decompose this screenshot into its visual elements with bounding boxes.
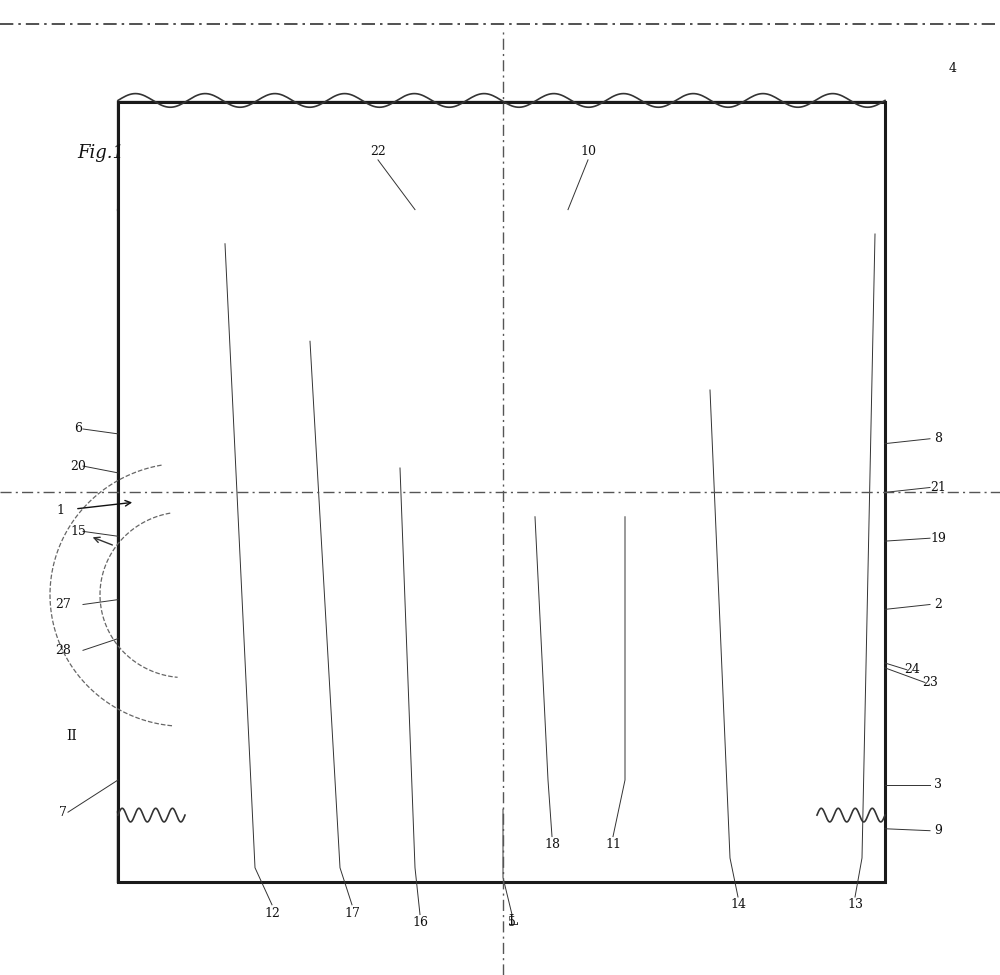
Bar [630,234,772,463]
Text: 6: 6 [74,422,82,436]
Text: 18: 18 [544,838,560,851]
Bar [370,234,388,463]
Bar [615,224,797,234]
Text: II: II [67,729,77,743]
Bar [206,224,388,234]
Bar [759,210,797,231]
Bar [312,210,350,231]
Text: 23: 23 [922,676,938,689]
Bar [118,102,885,882]
Text: L: L [508,915,518,928]
Bar [427,551,580,811]
Bar [118,210,206,812]
Bar [175,817,827,882]
Text: 14: 14 [730,898,746,912]
Bar [380,392,628,551]
Bar [827,812,885,882]
Bar [615,210,653,231]
Bar [228,234,370,463]
Text: 13: 13 [847,898,863,912]
Text: 1: 1 [56,504,64,518]
Text: 27: 27 [55,598,71,611]
Bar [118,102,885,210]
Bar [380,392,628,551]
Bar [797,210,885,812]
Text: 5: 5 [508,916,516,929]
Bar [118,102,885,210]
Bar [772,234,797,463]
Text: 24: 24 [904,663,920,677]
Bar [312,210,350,231]
Bar [615,463,797,492]
Bar [206,234,228,463]
Bar [797,210,885,812]
Bar [615,234,630,463]
Bar [206,463,388,492]
Bar [759,210,797,231]
Text: 20: 20 [70,459,86,473]
Bar [206,224,388,234]
Bar [206,234,228,463]
Text: 22: 22 [370,144,386,158]
Bar [118,812,175,882]
Bar [370,234,388,463]
Bar [118,812,885,882]
Bar [525,810,541,832]
Bar [615,234,630,463]
Bar [118,210,206,812]
Text: 8: 8 [934,432,942,446]
Text: 12: 12 [264,907,280,920]
Text: Fig.1: Fig.1 [77,144,124,162]
Bar [615,463,797,492]
Text: 21: 21 [930,481,946,494]
Bar [206,210,244,231]
Text: 9: 9 [934,824,942,838]
Bar [206,210,797,492]
Bar [118,812,175,882]
Bar [206,463,388,492]
Text: 28: 28 [55,644,71,657]
Bar [206,210,244,231]
Text: 2: 2 [934,598,942,611]
Bar [427,551,580,811]
Text: 15: 15 [70,525,86,538]
Text: 7: 7 [59,805,67,819]
Text: 10: 10 [580,144,596,158]
Text: 19: 19 [930,531,946,545]
Bar [827,812,885,882]
Text: 11: 11 [605,838,621,851]
Text: 4: 4 [949,61,957,75]
Bar [615,210,653,231]
Text: 3: 3 [934,778,942,792]
Text: 16: 16 [412,916,428,929]
Bar [118,812,885,882]
Bar [615,224,797,234]
Bar [772,234,797,463]
Text: 17: 17 [344,907,360,920]
